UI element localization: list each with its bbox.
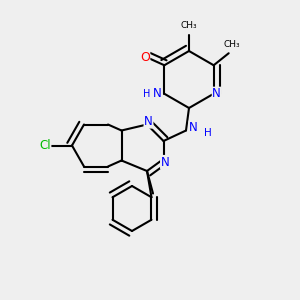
Text: H: H xyxy=(142,89,150,99)
Text: H: H xyxy=(204,128,212,139)
Text: N: N xyxy=(189,121,198,134)
Text: N: N xyxy=(212,87,221,100)
Text: O: O xyxy=(140,51,150,64)
Text: Cl: Cl xyxy=(39,139,51,152)
Text: CH₃: CH₃ xyxy=(224,40,240,49)
Text: CH₃: CH₃ xyxy=(181,21,197,30)
Text: N: N xyxy=(160,155,169,169)
Text: N: N xyxy=(144,115,153,128)
Text: N: N xyxy=(152,87,161,100)
